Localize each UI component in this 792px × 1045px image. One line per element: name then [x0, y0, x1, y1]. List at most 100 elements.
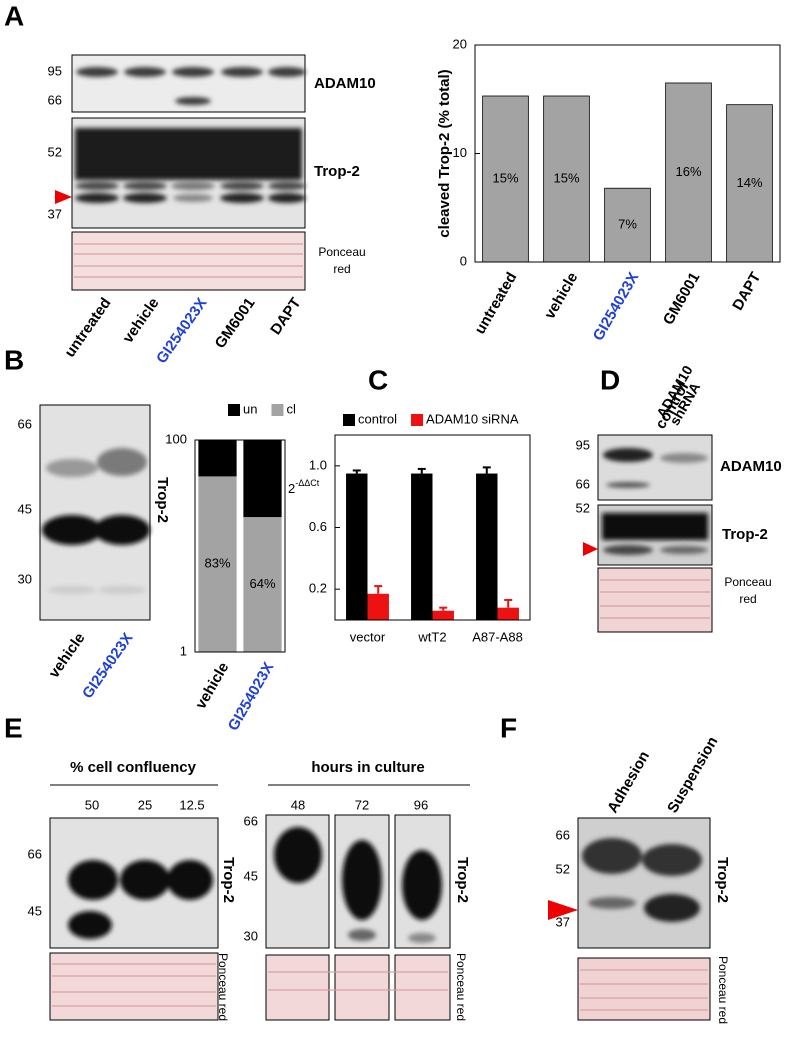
protein-label: ADAM10: [314, 75, 376, 92]
panel-letter: F: [500, 712, 517, 743]
x-tick-label: A87-A88: [472, 629, 523, 644]
blot: [597, 434, 713, 501]
lane-label: GM6001: [212, 295, 259, 352]
x-tick-label: GI254023X: [590, 269, 643, 343]
marker: 52: [576, 500, 590, 515]
stain-label: Ponceau red: [724, 575, 772, 606]
value-label: 15%: [492, 170, 518, 185]
protein-label: Trop-2: [314, 163, 360, 180]
marker: 95: [576, 437, 590, 452]
ponceau-stain: [597, 567, 713, 633]
y-axis-label-exponent: -ΔΔCt: [295, 478, 320, 488]
value-label: 83%: [204, 556, 230, 571]
y-tick-label: 1: [180, 643, 187, 658]
legend-swatch: [411, 414, 424, 426]
lane-label: untreated: [61, 295, 114, 361]
lane-label: Suspension: [664, 734, 721, 816]
y-tick-label: 0.2: [309, 581, 327, 596]
panel-letter: E: [4, 712, 23, 743]
bar: [665, 82, 712, 263]
value-label: 7%: [618, 217, 637, 232]
lane-label: 12.5: [179, 797, 204, 812]
value-label: 15%: [553, 170, 579, 185]
ponceau-stain: [334, 954, 390, 1021]
stain-lines: [268, 971, 448, 991]
panel-letter: C: [368, 364, 388, 395]
y-axis-label-base: 2: [288, 481, 295, 496]
marker: 30: [18, 571, 32, 586]
x-tick-label: DAPT: [729, 269, 764, 313]
lane-label: 48: [291, 797, 305, 812]
bar-segment: [198, 476, 237, 652]
stain-lines: [52, 963, 216, 1007]
ponceau-stain: [265, 954, 330, 1021]
plot-frame: [194, 439, 286, 653]
panel-letter: B: [4, 344, 24, 375]
bar-segment: [243, 440, 282, 518]
panel-letter: A: [4, 0, 24, 31]
stain-label: Ponceau red: [318, 245, 366, 276]
protein-label: ADAM10: [720, 458, 782, 475]
lane-label: Adhesion: [604, 748, 653, 816]
marker: 52: [48, 144, 62, 159]
bar-segment: [198, 440, 237, 477]
bands: [42, 448, 150, 594]
bar: [432, 610, 454, 620]
bands: [75, 128, 306, 203]
value-label: 36%: [249, 470, 275, 485]
x-tick-label: vehicle: [541, 269, 581, 322]
y-tick-label: 100: [165, 431, 187, 446]
bar: [411, 473, 433, 620]
legend-swatch: [343, 414, 355, 426]
y-tick-label: 0.6: [309, 519, 327, 534]
lane-label: 25: [138, 797, 152, 812]
blot: [577, 817, 711, 949]
y-tick-label: 10: [453, 145, 467, 160]
marker: 95: [48, 63, 62, 78]
stain-label: Ponceau red: [216, 953, 230, 1021]
marker: 37: [556, 914, 570, 929]
marker: 66: [18, 416, 32, 431]
marker: 45: [28, 903, 42, 918]
group-title: % cell confluency: [70, 759, 197, 776]
bar: [367, 593, 389, 620]
bar: [604, 187, 651, 263]
x-tick-label: vector: [350, 629, 386, 644]
bar: [482, 95, 529, 263]
lane-label: vehicle: [45, 630, 88, 681]
marker: 66: [28, 846, 42, 861]
bands: [582, 838, 702, 922]
x-tick-label: GI254023X: [225, 659, 278, 733]
legend-label: ADAM10 siRNA: [426, 411, 519, 426]
protein-label: Trop-2: [154, 477, 171, 523]
protein-label: Trop-2: [220, 857, 237, 903]
value-label: 64%: [249, 576, 275, 591]
marker: 37: [48, 206, 62, 221]
bands: [274, 827, 442, 943]
bands: [76, 67, 306, 105]
value-label: 16%: [675, 164, 701, 179]
x-tick-label: untreated: [472, 269, 521, 337]
bar: [497, 607, 519, 620]
y-tick-label: 0: [460, 253, 467, 268]
protein-label: Trop-2: [454, 857, 471, 903]
marker: 52: [556, 861, 570, 876]
panel-letter: D: [600, 364, 620, 395]
arrowhead: [55, 190, 72, 204]
y-tick-label: 1.0: [309, 457, 327, 472]
legend-label: control: [358, 411, 397, 426]
marker: 45: [244, 868, 258, 883]
protein-label: Trop-2: [714, 857, 731, 903]
y-axis-label: 2-ΔΔCt: [288, 478, 320, 496]
y-tick-label: 20: [453, 36, 467, 51]
y-axis-label: cleaved Trop-2 (% total): [436, 69, 453, 237]
marker: 66: [48, 92, 62, 107]
marker: 66: [244, 813, 258, 828]
plot-frame: [334, 434, 531, 621]
ponceau-stain: [49, 952, 219, 1021]
stain-lines: [600, 579, 710, 619]
lane-label: 96: [414, 797, 428, 812]
stain-lines: [74, 243, 303, 278]
